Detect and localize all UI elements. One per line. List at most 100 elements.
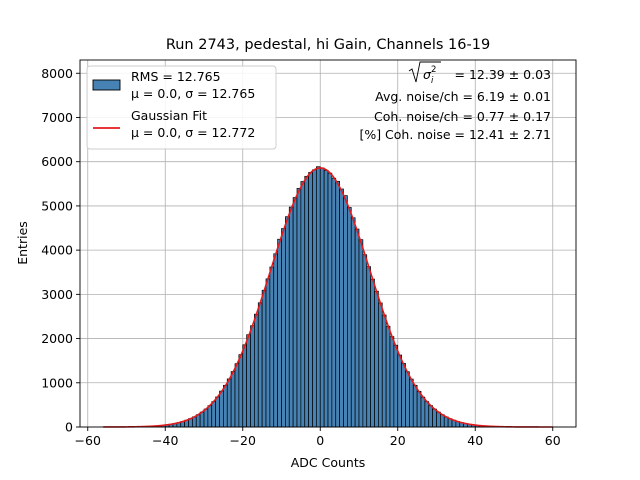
histogram-bar bbox=[257, 302, 263, 428]
histogram-bar bbox=[312, 169, 317, 428]
histogram-bar bbox=[347, 207, 352, 428]
histogram-bar bbox=[250, 325, 255, 428]
y-tick-label: 0 bbox=[65, 420, 73, 435]
histogram-bar bbox=[432, 408, 437, 428]
histogram-bar bbox=[327, 172, 333, 428]
histogram-bar bbox=[273, 253, 278, 428]
histogram-bar bbox=[416, 390, 422, 428]
y-tick-label: 8000 bbox=[41, 66, 73, 81]
histogram-bar bbox=[409, 378, 414, 428]
x-tick-label: 60 bbox=[545, 433, 561, 448]
annotation-sigma-total: = 12.39 ± 0.03 bbox=[455, 67, 551, 82]
svg-text:σ: σ bbox=[423, 67, 432, 82]
sigma-total-symbol: σ 2 i bbox=[408, 61, 441, 86]
legend: RMS = 12.765 μ = 0.0, σ = 12.765 Gaussia… bbox=[86, 65, 277, 150]
x-tick-label: −60 bbox=[75, 433, 101, 448]
histogram-bar bbox=[323, 169, 329, 428]
svg-text:i: i bbox=[431, 76, 434, 86]
histogram-bar bbox=[412, 384, 418, 428]
y-axis-label: Entries bbox=[15, 221, 30, 265]
histogram-bar bbox=[277, 238, 282, 428]
legend-entry-fit: Gaussian Fit bbox=[131, 108, 207, 123]
histogram-bar bbox=[281, 228, 286, 428]
y-tick-label: 6000 bbox=[41, 154, 73, 169]
histogram-bar bbox=[242, 344, 247, 428]
histogram-bar bbox=[319, 167, 325, 428]
histogram-bar bbox=[207, 405, 213, 428]
histogram-bar bbox=[215, 396, 220, 428]
histogram-bar bbox=[226, 378, 232, 428]
histogram-bar bbox=[203, 408, 209, 428]
svg-text:2: 2 bbox=[431, 65, 436, 75]
annotation-avg-noise: Avg. noise/ch = 6.19 ± 0.01 bbox=[375, 89, 551, 104]
gaussian-fit-curve bbox=[103, 167, 553, 428]
histogram-bar bbox=[230, 371, 236, 428]
histogram-bar bbox=[397, 354, 402, 428]
annotation-coh-noise: Coh. noise/ch = 0.77 ± 0.17 bbox=[374, 109, 551, 124]
annotation-coh-percent: [%] Coh. noise = 12.41 ± 2.71 bbox=[359, 127, 551, 142]
y-tick-label: 3000 bbox=[41, 287, 73, 302]
x-axis-label: ADC Counts bbox=[291, 455, 366, 470]
histogram-bar bbox=[316, 166, 321, 428]
histogram-bar bbox=[285, 216, 290, 428]
histogram-bar bbox=[366, 266, 371, 428]
histogram-bar bbox=[269, 266, 275, 428]
histogram-bar bbox=[261, 289, 267, 428]
histogram-bar bbox=[219, 390, 224, 428]
x-tick-label: −40 bbox=[152, 433, 178, 448]
y-tick-label: 7000 bbox=[41, 110, 73, 125]
histogram-bar bbox=[238, 354, 244, 428]
x-tick-label: −20 bbox=[230, 433, 256, 448]
histogram-bar bbox=[265, 278, 271, 428]
histogram-bar bbox=[343, 195, 348, 428]
histogram-bar bbox=[428, 405, 433, 428]
histogram-bar bbox=[378, 302, 383, 428]
y-tick-label: 5000 bbox=[41, 198, 73, 213]
legend-patch-histogram bbox=[92, 79, 121, 91]
histogram-bar bbox=[300, 181, 306, 428]
histogram-bar bbox=[254, 313, 259, 428]
histogram-bar bbox=[358, 239, 364, 428]
legend-entry-hist-params: μ = 0.0, σ = 12.765 bbox=[131, 86, 255, 101]
histogram-bar bbox=[199, 411, 205, 428]
histogram-bars bbox=[102, 166, 554, 428]
histogram-bar bbox=[374, 290, 379, 428]
histogram-bar bbox=[436, 411, 441, 428]
histogram-bar bbox=[389, 336, 395, 428]
legend-entry-rms: RMS = 12.765 bbox=[131, 69, 221, 84]
y-tick-label: 1000 bbox=[41, 375, 73, 390]
histogram-bar bbox=[381, 314, 387, 428]
histogram-bar bbox=[362, 254, 368, 428]
histogram-bar bbox=[385, 325, 391, 428]
histogram-bar bbox=[195, 414, 201, 428]
histogram-bar bbox=[308, 172, 313, 428]
histogram-bar bbox=[288, 206, 294, 428]
histogram-bar bbox=[223, 384, 228, 428]
histogram-bar bbox=[354, 228, 360, 428]
y-tick-label: 4000 bbox=[41, 243, 73, 258]
y-axis-ticks: 0 1000 2000 3000 4000 5000 6000 7000 8000 bbox=[41, 66, 80, 435]
legend-frame bbox=[86, 65, 277, 150]
histogram-bar bbox=[292, 197, 298, 428]
histogram-bar bbox=[246, 334, 251, 428]
histogram-bar bbox=[424, 401, 430, 428]
histogram-bar bbox=[420, 396, 426, 428]
x-tick-label: 40 bbox=[467, 433, 483, 448]
histogram-bar bbox=[335, 180, 340, 428]
x-tick-label: 20 bbox=[390, 433, 406, 448]
histogram-bar bbox=[440, 414, 445, 428]
histogram-bar bbox=[350, 217, 356, 428]
histogram-bar bbox=[234, 363, 240, 428]
histogram-bar bbox=[331, 177, 337, 428]
chart-title: Run 2743, pedestal, hi Gain, Channels 16… bbox=[166, 37, 490, 53]
histogram-bar bbox=[304, 175, 309, 428]
histogram-bar bbox=[296, 188, 302, 428]
histogram-bar bbox=[370, 278, 375, 428]
histogram-bar bbox=[339, 188, 344, 428]
histogram-bar bbox=[405, 371, 410, 428]
x-axis-ticks: −60 −40 −20 0 20 40 60 bbox=[75, 427, 561, 448]
histogram-bar bbox=[393, 344, 399, 428]
histogram-bar bbox=[211, 401, 216, 428]
y-tick-label: 2000 bbox=[41, 331, 73, 346]
